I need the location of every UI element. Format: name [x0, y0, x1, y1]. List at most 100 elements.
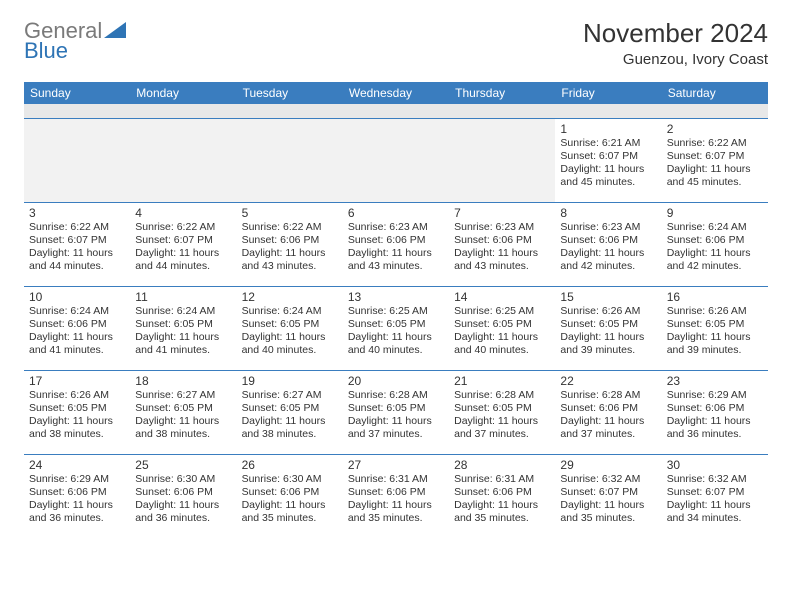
day-cell: 13Sunrise: 6:25 AMSunset: 6:05 PMDayligh… [343, 286, 449, 370]
day-header: Thursday [449, 82, 555, 104]
day-cell: 5Sunrise: 6:22 AMSunset: 6:06 PMDaylight… [237, 202, 343, 286]
day-cell: 1Sunrise: 6:21 AMSunset: 6:07 PMDaylight… [555, 118, 661, 202]
day-number: 28 [454, 458, 550, 472]
day-number: 27 [348, 458, 444, 472]
day-number: 26 [242, 458, 338, 472]
day-number: 3 [29, 206, 125, 220]
calendar-table: Sunday Monday Tuesday Wednesday Thursday… [24, 82, 768, 538]
day-info: Sunrise: 6:26 AMSunset: 6:05 PMDaylight:… [667, 305, 763, 358]
day-number: 10 [29, 290, 125, 304]
day-number: 4 [135, 206, 231, 220]
day-cell: 12Sunrise: 6:24 AMSunset: 6:05 PMDayligh… [237, 286, 343, 370]
day-info: Sunrise: 6:23 AMSunset: 6:06 PMDaylight:… [348, 221, 444, 274]
day-number: 19 [242, 374, 338, 388]
day-cell: 24Sunrise: 6:29 AMSunset: 6:06 PMDayligh… [24, 454, 130, 538]
day-cell: 28Sunrise: 6:31 AMSunset: 6:06 PMDayligh… [449, 454, 555, 538]
day-number: 14 [454, 290, 550, 304]
day-number: 6 [348, 206, 444, 220]
day-number: 8 [560, 206, 656, 220]
day-cell: 2Sunrise: 6:22 AMSunset: 6:07 PMDaylight… [662, 118, 768, 202]
day-cell [130, 118, 236, 202]
week-row: 3Sunrise: 6:22 AMSunset: 6:07 PMDaylight… [24, 202, 768, 286]
day-cell: 9Sunrise: 6:24 AMSunset: 6:06 PMDaylight… [662, 202, 768, 286]
logo-triangle-icon [104, 22, 126, 38]
day-header-row: Sunday Monday Tuesday Wednesday Thursday… [24, 82, 768, 104]
day-info: Sunrise: 6:28 AMSunset: 6:05 PMDaylight:… [454, 389, 550, 442]
day-cell: 6Sunrise: 6:23 AMSunset: 6:06 PMDaylight… [343, 202, 449, 286]
day-info: Sunrise: 6:22 AMSunset: 6:07 PMDaylight:… [29, 221, 125, 274]
week-row: 24Sunrise: 6:29 AMSunset: 6:06 PMDayligh… [24, 454, 768, 538]
day-number: 9 [667, 206, 763, 220]
day-info: Sunrise: 6:26 AMSunset: 6:05 PMDaylight:… [560, 305, 656, 358]
day-info: Sunrise: 6:25 AMSunset: 6:05 PMDaylight:… [454, 305, 550, 358]
day-info: Sunrise: 6:27 AMSunset: 6:05 PMDaylight:… [242, 389, 338, 442]
day-number: 25 [135, 458, 231, 472]
week-row: 1Sunrise: 6:21 AMSunset: 6:07 PMDaylight… [24, 118, 768, 202]
day-info: Sunrise: 6:22 AMSunset: 6:07 PMDaylight:… [135, 221, 231, 274]
day-info: Sunrise: 6:32 AMSunset: 6:07 PMDaylight:… [560, 473, 656, 526]
day-cell: 17Sunrise: 6:26 AMSunset: 6:05 PMDayligh… [24, 370, 130, 454]
day-cell: 26Sunrise: 6:30 AMSunset: 6:06 PMDayligh… [237, 454, 343, 538]
page-header: General Blue November 2024 Guenzou, Ivor… [24, 18, 768, 68]
day-cell [237, 118, 343, 202]
day-cell: 15Sunrise: 6:26 AMSunset: 6:05 PMDayligh… [555, 286, 661, 370]
title-block: November 2024 Guenzou, Ivory Coast [583, 18, 768, 68]
day-cell: 19Sunrise: 6:27 AMSunset: 6:05 PMDayligh… [237, 370, 343, 454]
day-info: Sunrise: 6:23 AMSunset: 6:06 PMDaylight:… [454, 221, 550, 274]
day-cell [24, 118, 130, 202]
week-row: 17Sunrise: 6:26 AMSunset: 6:05 PMDayligh… [24, 370, 768, 454]
day-number: 7 [454, 206, 550, 220]
day-cell: 27Sunrise: 6:31 AMSunset: 6:06 PMDayligh… [343, 454, 449, 538]
day-cell [449, 118, 555, 202]
day-info: Sunrise: 6:30 AMSunset: 6:06 PMDaylight:… [135, 473, 231, 526]
day-number: 24 [29, 458, 125, 472]
day-cell: 21Sunrise: 6:28 AMSunset: 6:05 PMDayligh… [449, 370, 555, 454]
day-header: Sunday [24, 82, 130, 104]
day-info: Sunrise: 6:25 AMSunset: 6:05 PMDaylight:… [348, 305, 444, 358]
day-info: Sunrise: 6:24 AMSunset: 6:05 PMDaylight:… [242, 305, 338, 358]
day-cell: 16Sunrise: 6:26 AMSunset: 6:05 PMDayligh… [662, 286, 768, 370]
day-info: Sunrise: 6:24 AMSunset: 6:06 PMDaylight:… [667, 221, 763, 274]
day-cell [343, 118, 449, 202]
day-cell: 3Sunrise: 6:22 AMSunset: 6:07 PMDaylight… [24, 202, 130, 286]
day-cell: 11Sunrise: 6:24 AMSunset: 6:05 PMDayligh… [130, 286, 236, 370]
day-info: Sunrise: 6:30 AMSunset: 6:06 PMDaylight:… [242, 473, 338, 526]
day-number: 22 [560, 374, 656, 388]
day-info: Sunrise: 6:31 AMSunset: 6:06 PMDaylight:… [454, 473, 550, 526]
day-number: 2 [667, 122, 763, 136]
day-number: 18 [135, 374, 231, 388]
day-cell: 8Sunrise: 6:23 AMSunset: 6:06 PMDaylight… [555, 202, 661, 286]
day-number: 13 [348, 290, 444, 304]
day-info: Sunrise: 6:27 AMSunset: 6:05 PMDaylight:… [135, 389, 231, 442]
day-number: 16 [667, 290, 763, 304]
day-number: 12 [242, 290, 338, 304]
day-header: Monday [130, 82, 236, 104]
month-title: November 2024 [583, 18, 768, 49]
spacer-row [24, 104, 768, 118]
day-info: Sunrise: 6:29 AMSunset: 6:06 PMDaylight:… [29, 473, 125, 526]
day-header: Wednesday [343, 82, 449, 104]
day-info: Sunrise: 6:22 AMSunset: 6:06 PMDaylight:… [242, 221, 338, 274]
day-number: 23 [667, 374, 763, 388]
day-header: Tuesday [237, 82, 343, 104]
logo: General Blue [24, 18, 126, 64]
day-number: 29 [560, 458, 656, 472]
day-number: 21 [454, 374, 550, 388]
day-info: Sunrise: 6:22 AMSunset: 6:07 PMDaylight:… [667, 137, 763, 190]
day-number: 11 [135, 290, 231, 304]
week-row: 10Sunrise: 6:24 AMSunset: 6:06 PMDayligh… [24, 286, 768, 370]
day-info: Sunrise: 6:28 AMSunset: 6:05 PMDaylight:… [348, 389, 444, 442]
day-info: Sunrise: 6:28 AMSunset: 6:06 PMDaylight:… [560, 389, 656, 442]
day-cell: 25Sunrise: 6:30 AMSunset: 6:06 PMDayligh… [130, 454, 236, 538]
day-info: Sunrise: 6:32 AMSunset: 6:07 PMDaylight:… [667, 473, 763, 526]
day-cell: 29Sunrise: 6:32 AMSunset: 6:07 PMDayligh… [555, 454, 661, 538]
day-info: Sunrise: 6:24 AMSunset: 6:06 PMDaylight:… [29, 305, 125, 358]
day-info: Sunrise: 6:24 AMSunset: 6:05 PMDaylight:… [135, 305, 231, 358]
day-cell: 10Sunrise: 6:24 AMSunset: 6:06 PMDayligh… [24, 286, 130, 370]
day-cell: 23Sunrise: 6:29 AMSunset: 6:06 PMDayligh… [662, 370, 768, 454]
day-number: 30 [667, 458, 763, 472]
day-cell: 7Sunrise: 6:23 AMSunset: 6:06 PMDaylight… [449, 202, 555, 286]
day-number: 1 [560, 122, 656, 136]
day-info: Sunrise: 6:26 AMSunset: 6:05 PMDaylight:… [29, 389, 125, 442]
day-number: 15 [560, 290, 656, 304]
